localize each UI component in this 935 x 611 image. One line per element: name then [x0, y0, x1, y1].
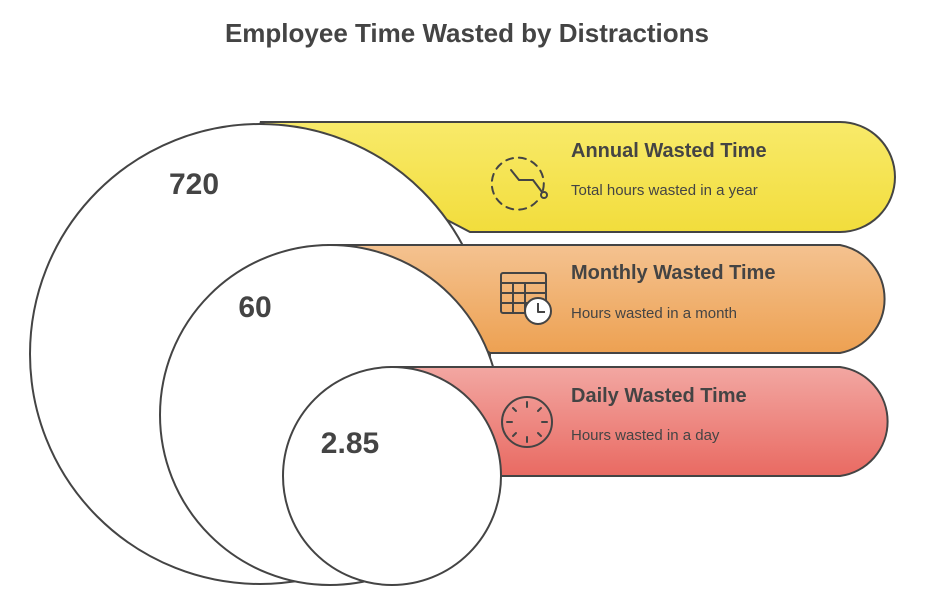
diagram-title: Employee Time Wasted by Distractions	[225, 18, 709, 48]
daily-heading: Daily Wasted Time	[571, 385, 747, 407]
daily-value: 2.85	[321, 427, 379, 460]
monthly-value: 60	[238, 291, 271, 324]
daily-band	[389, 366, 889, 477]
clock-icon	[501, 396, 553, 448]
monthly-heading: Monthly Wasted Time	[571, 262, 775, 284]
monthly-description: Hours wasted in a month	[571, 305, 737, 322]
clock-cycle-icon	[490, 156, 548, 211]
calendar-clock-icon	[500, 272, 552, 325]
daily-circle	[282, 366, 502, 586]
annual-heading: Annual Wasted Time	[571, 140, 767, 162]
daily-circle-group	[282, 366, 889, 586]
annual-value: 720	[169, 168, 219, 201]
daily-description: Hours wasted in a day	[571, 427, 720, 444]
annual-description: Total hours wasted in a year	[571, 182, 758, 199]
